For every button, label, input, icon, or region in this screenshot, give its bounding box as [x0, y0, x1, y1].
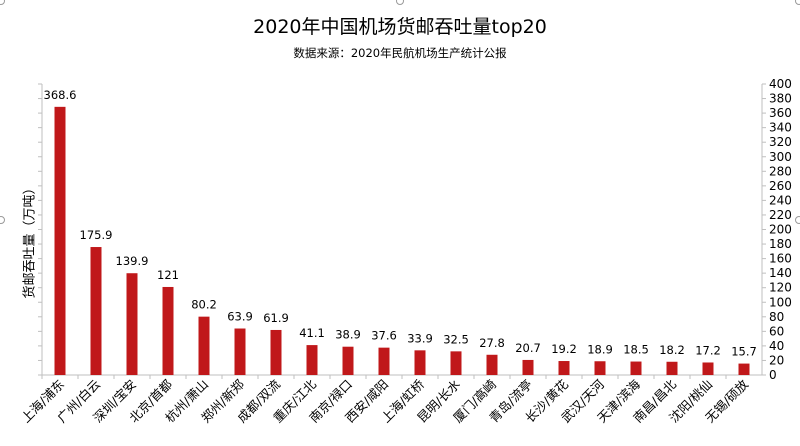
y-tick-label: 320 — [769, 135, 792, 149]
data-label: 32.5 — [443, 332, 469, 346]
bar — [486, 354, 498, 375]
y-tick-label: 200 — [769, 223, 792, 237]
data-label: 139.9 — [116, 254, 149, 268]
bar — [54, 106, 66, 375]
y-tick-label: 340 — [769, 121, 792, 135]
y-tick-label: 380 — [769, 92, 792, 106]
data-label: 33.9 — [407, 331, 433, 345]
chart-subtitle: 数据来源：2020年民航机场生产统计公报 — [293, 46, 507, 60]
data-label: 27.8 — [479, 336, 505, 350]
y-tick-label: 260 — [769, 179, 792, 193]
bar — [522, 359, 534, 375]
data-label: 17.2 — [695, 343, 721, 357]
data-label: 368.6 — [44, 88, 77, 102]
bar — [558, 361, 570, 375]
resize-handle-right[interactable] — [795, 216, 800, 224]
y-tick-label: 80 — [769, 310, 784, 324]
data-label: 20.7 — [515, 341, 541, 355]
bar — [378, 347, 390, 375]
y-tick-label: 0 — [769, 368, 777, 382]
data-label: 19.2 — [551, 342, 577, 356]
y-tick-label: 140 — [769, 266, 792, 280]
y-tick-label: 240 — [769, 193, 792, 207]
data-label: 80.2 — [191, 298, 217, 312]
data-label: 41.1 — [299, 326, 325, 340]
y-tick-label: 160 — [769, 252, 792, 266]
bar — [666, 361, 678, 375]
bar — [342, 346, 354, 375]
data-label: 61.9 — [263, 311, 289, 325]
y-tick-label: 400 — [769, 77, 792, 91]
bar — [90, 247, 102, 375]
data-label: 63.9 — [227, 310, 253, 324]
bar — [198, 316, 210, 375]
data-label: 175.9 — [80, 228, 113, 242]
data-label: 121 — [157, 268, 179, 282]
chart-title: 2020年中国机场货邮吞吐量top20 — [253, 16, 547, 38]
y-tick-label: 220 — [769, 208, 792, 222]
data-label: 15.7 — [731, 345, 757, 359]
y-tick-label: 280 — [769, 164, 792, 178]
data-label: 18.2 — [659, 343, 685, 357]
y-tick-label: 40 — [769, 339, 784, 353]
resize-handle-top-left[interactable] — [0, 0, 5, 5]
bar — [126, 273, 138, 375]
y-tick-label: 180 — [769, 237, 792, 251]
y-tick-label: 360 — [769, 106, 792, 120]
bar — [702, 362, 714, 375]
bar — [630, 361, 642, 375]
bar — [414, 350, 426, 375]
resize-handle-left[interactable] — [0, 216, 5, 224]
y-tick-label: 60 — [769, 324, 784, 338]
bar — [234, 328, 246, 375]
data-label: 18.5 — [623, 343, 649, 357]
bar — [306, 345, 318, 375]
resize-handle-top-right[interactable] — [795, 0, 800, 5]
data-label: 37.6 — [371, 329, 397, 343]
bar — [162, 286, 174, 375]
y-tick-label: 300 — [769, 150, 792, 164]
resize-handle-top[interactable] — [396, 0, 404, 5]
data-label: 38.9 — [335, 328, 361, 342]
bar — [270, 329, 282, 375]
y-tick-label: 100 — [769, 295, 792, 309]
bar — [450, 351, 462, 375]
bar — [594, 361, 606, 375]
data-label: 18.9 — [587, 342, 613, 356]
y-tick-label: 120 — [769, 281, 792, 295]
bar — [738, 363, 750, 375]
y-tick-label: 20 — [769, 353, 784, 367]
